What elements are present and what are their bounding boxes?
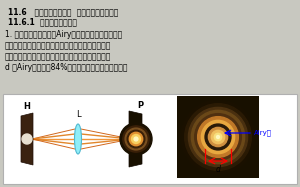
Circle shape [181,100,255,174]
Circle shape [123,126,149,152]
Circle shape [191,110,244,164]
Circle shape [214,133,222,141]
Text: 1. 夫琅和费圆孔衍射与Airy斑：对于单狭缝夫琅和费: 1. 夫琅和费圆孔衍射与Airy斑：对于单狭缝夫琅和费 [5,30,122,39]
Circle shape [211,130,225,144]
Circle shape [134,137,138,141]
Polygon shape [129,111,142,167]
Circle shape [120,123,152,155]
Text: Airy斑: Airy斑 [254,130,272,136]
Bar [177,96,259,178]
Ellipse shape [74,124,82,154]
Text: P: P [137,101,143,110]
Circle shape [188,107,248,167]
Text: 11.6.1  夫琅和费圆孔衍射: 11.6.1 夫琅和费圆孔衍射 [8,17,77,26]
Circle shape [198,117,238,157]
Text: 11.6   夫琅和费圆孔衍射  光学仪器的分辨本领: 11.6 夫琅和费圆孔衍射 光学仪器的分辨本领 [8,7,118,16]
Text: 衍射装置，用圆孔替代狭缝就成为夫琅和费圆孔衍射: 衍射装置，用圆孔替代狭缝就成为夫琅和费圆孔衍射 [5,41,111,50]
Circle shape [131,134,140,143]
Bar [3,94,297,184]
Circle shape [129,132,143,146]
Polygon shape [21,113,33,165]
Circle shape [185,104,251,170]
Circle shape [195,114,241,160]
Circle shape [22,134,32,144]
Circle shape [205,124,231,150]
Circle shape [127,130,145,148]
Circle shape [201,120,235,154]
Circle shape [125,128,147,150]
Text: L: L [76,110,80,119]
Text: d 的Airy斑，约占84%的能量，较其它环亮几十倍。: d 的Airy斑，约占84%的能量，较其它环亮几十倍。 [5,63,127,72]
Circle shape [217,136,220,139]
Text: 装置。其衍射花样：明暗相间的圆环，中心是直径为: 装置。其衍射花样：明暗相间的圆环，中心是直径为 [5,52,111,61]
Text: d: d [216,165,220,174]
Circle shape [208,127,228,147]
Text: H: H [24,102,30,111]
